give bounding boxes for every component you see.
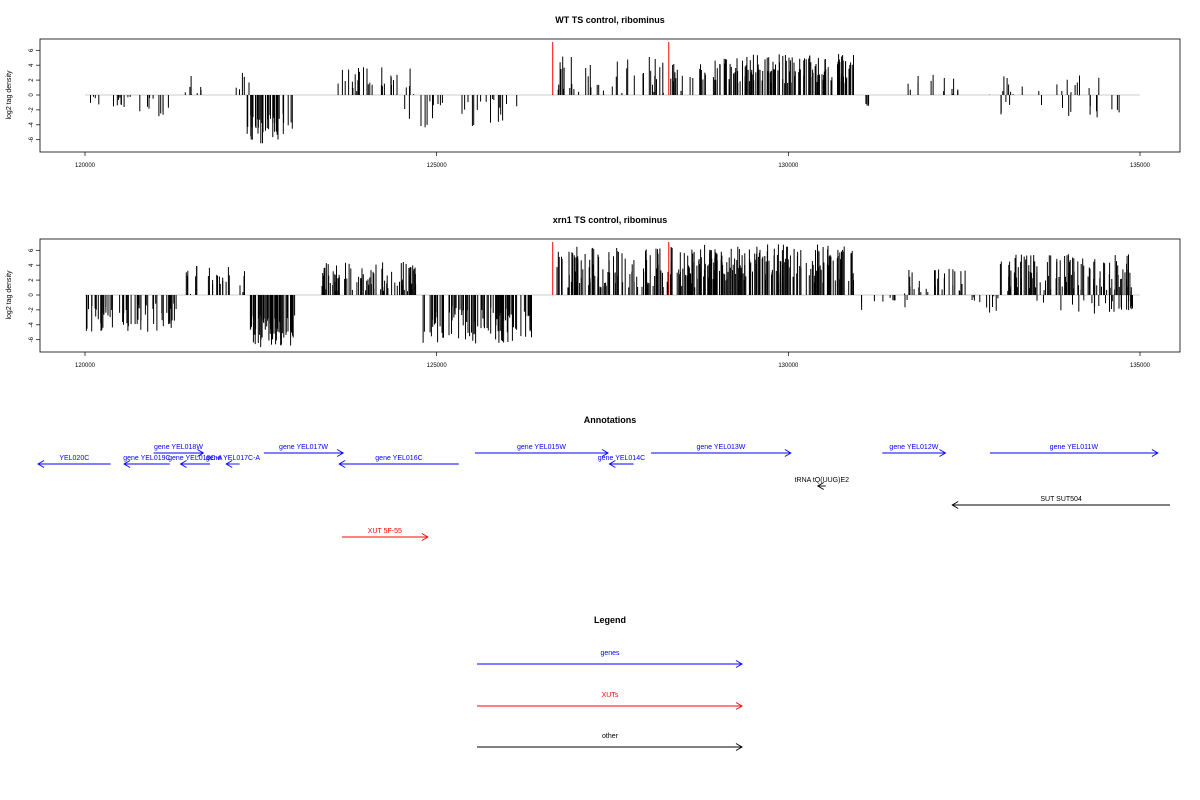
annotation-feature: tRNA tQ(UUG)E2 [795, 477, 850, 490]
legend-arrowhead [735, 743, 743, 751]
y-tick-label: -2 [29, 107, 35, 113]
annotation-arrowhead [179, 460, 187, 468]
annotation-feature: gene YEL011W [989, 444, 1159, 457]
annotation-label: gene YEL013W [697, 444, 746, 451]
y-tick-label: 0 [29, 93, 35, 97]
annotation-feature: gene YEL018W [153, 444, 205, 457]
x-tick-label: 130000 [778, 163, 799, 169]
legend-title: Legend [594, 615, 626, 625]
y-tick-label: -2 [29, 307, 35, 313]
annotation-label: gene YEL012W [889, 444, 938, 451]
y-tick-label: -6 [29, 136, 35, 142]
legend-arrowhead [735, 702, 743, 710]
wt-track-panel: WT TS control, ribominus log2 tag densit… [6, 15, 1181, 169]
y-tick-label: -4 [29, 121, 35, 127]
annotation-arrowhead [1151, 449, 1159, 457]
annotation-label: gene YEL015W [517, 444, 566, 451]
annotation-label: SUT SUT504 [1040, 496, 1082, 503]
y-tick-label: 2 [29, 78, 35, 82]
annotation-arrowhead [816, 482, 824, 490]
annotation-arrowhead [123, 460, 131, 468]
annotation-label: gene YEL018C-A [168, 455, 223, 462]
x-tick-label: 120000 [75, 163, 96, 169]
xrn1-track-panel: xrn1 TS control, ribominus log2 tag dens… [6, 215, 1181, 369]
annotation-feature: gene YEL017C-A [206, 455, 261, 468]
x-tick-label: 135000 [1130, 163, 1151, 169]
annotations-title: Annotations [584, 415, 637, 425]
annotation-arrowhead [336, 449, 345, 457]
wt-track-frame [39, 38, 1181, 153]
annotation-arrowhead [225, 460, 233, 468]
annotation-label: gene YEL014C [598, 455, 645, 462]
annotation-label: tRNA tQ(UUG)E2 [795, 477, 850, 484]
annotation-arrowhead [784, 449, 792, 457]
annotation-arrowhead [37, 460, 45, 468]
y-tick-label: 4 [29, 63, 35, 67]
y-tick-label: 2 [29, 278, 35, 282]
legend-arrowhead [735, 660, 743, 668]
annotation-label: gene YEL016C [375, 455, 422, 462]
xrn1-track-frame [39, 238, 1181, 353]
y-tick-label: 4 [29, 263, 35, 267]
annotation-arrowhead [338, 460, 346, 468]
xrn1-track-ylabel: log2 tag density [6, 270, 13, 320]
annotation-feature: YEL020C [37, 455, 111, 468]
y-tick-label: 0 [29, 293, 35, 297]
annotation-label: gene YEL011W [1050, 444, 1099, 451]
annotation-arrowhead [608, 460, 616, 468]
annotation-arrowhead [601, 449, 609, 457]
annotation-arrowhead [197, 449, 205, 457]
annotation-feature: SUT SUT504 [951, 496, 1170, 509]
annotation-feature: gene YEL014C [598, 455, 645, 468]
legend-label: XUTs [602, 692, 619, 699]
annotation-feature: gene YEL015W [474, 444, 609, 457]
legend-label: genes [600, 650, 620, 657]
annotation-feature: gene YEL018C-A [168, 455, 223, 468]
legend-entry: other [477, 733, 743, 751]
legend-entry: genes [477, 650, 743, 668]
annotation-arrowhead [951, 501, 959, 509]
annotation-feature: gene YEL013W [651, 444, 792, 457]
x-tick-label: 125000 [427, 363, 448, 369]
annotation-label: gene YEL019C [123, 455, 170, 462]
annotation-feature: gene YEL016C [338, 455, 459, 468]
x-tick-label: 135000 [1130, 363, 1151, 369]
wt-track-title: WT TS control, ribominus [555, 15, 665, 25]
annotation-label: gene YEL017W [279, 444, 328, 451]
annotation-label: gene YEL018W [154, 444, 203, 451]
legend-label: other [602, 733, 619, 740]
annotation-feature: gene YEL012W [882, 444, 947, 457]
annotation-feature: gene YEL019C [123, 455, 171, 468]
x-tick-label: 130000 [778, 363, 799, 369]
y-tick-label: 6 [29, 48, 35, 52]
annotation-arrowhead [939, 449, 947, 457]
legend-entry: XUTs [477, 692, 743, 710]
x-tick-label: 125000 [427, 163, 448, 169]
annotation-feature: gene YEL017W [263, 444, 345, 457]
wt-track-ylabel: log2 tag density [6, 70, 13, 120]
annotation-label: YEL020C [59, 455, 89, 462]
y-tick-label: -6 [29, 336, 35, 342]
x-tick-label: 120000 [75, 363, 96, 369]
legend-panel: Legend genes XUTs other [477, 615, 743, 751]
xrn1-track-title: xrn1 TS control, ribominus [553, 215, 668, 225]
y-tick-label: -4 [29, 321, 35, 327]
annotation-feature: XUT 5F-55 [341, 528, 429, 541]
annotation-arrowhead [421, 533, 429, 541]
y-tick-label: 6 [29, 248, 35, 252]
annotation-label: XUT 5F-55 [368, 528, 402, 535]
annotation-label: gene YEL017C-A [206, 455, 261, 462]
